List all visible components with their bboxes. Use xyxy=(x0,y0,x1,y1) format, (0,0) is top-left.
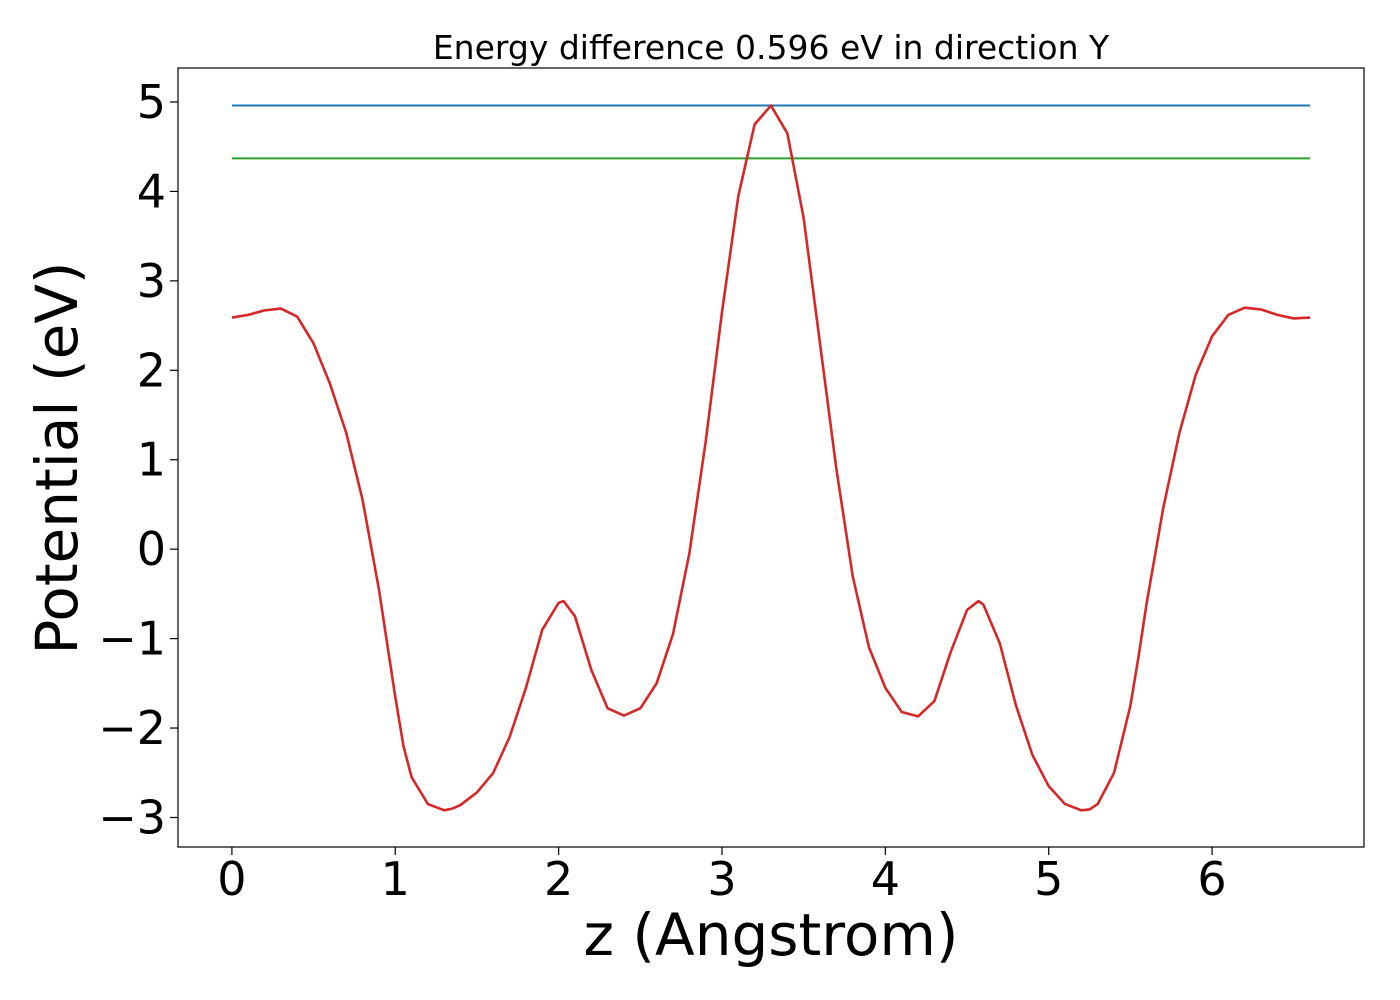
y-axis-ticks: −3 −2 −1 0 1 2 3 4 5 xyxy=(98,75,178,844)
x-tick-label: 3 xyxy=(707,852,736,906)
x-tick-label: 6 xyxy=(1197,852,1226,906)
y-tick-label: 3 xyxy=(137,254,166,308)
x-tick-label: 0 xyxy=(217,852,246,906)
y-tick-label: −2 xyxy=(98,701,166,755)
y-tick-label: 5 xyxy=(137,75,166,129)
y-tick-label: −1 xyxy=(98,612,166,666)
y-tick-label: 0 xyxy=(137,522,166,576)
plot-frame xyxy=(177,67,1365,848)
y-tick-label: 4 xyxy=(137,164,166,218)
x-tick-label: 5 xyxy=(1034,852,1063,906)
y-axis-label: Potential (eV) xyxy=(23,261,91,654)
y-tick-label: −3 xyxy=(98,790,166,844)
y-tick-label: 2 xyxy=(137,343,166,397)
x-axis-label: z (Angstrom) xyxy=(584,901,959,969)
series-layer xyxy=(231,104,1311,812)
x-tick-label: 4 xyxy=(871,852,900,906)
chart-title: Energy difference 0.596 eV in direction … xyxy=(433,28,1110,67)
x-tick-label: 2 xyxy=(544,852,573,906)
y-tick-label: 1 xyxy=(137,433,166,487)
x-tick-label: 1 xyxy=(381,852,410,906)
potential-curve xyxy=(231,104,1311,812)
x-axis-ticks: 0 1 2 3 4 5 6 xyxy=(217,847,1227,906)
